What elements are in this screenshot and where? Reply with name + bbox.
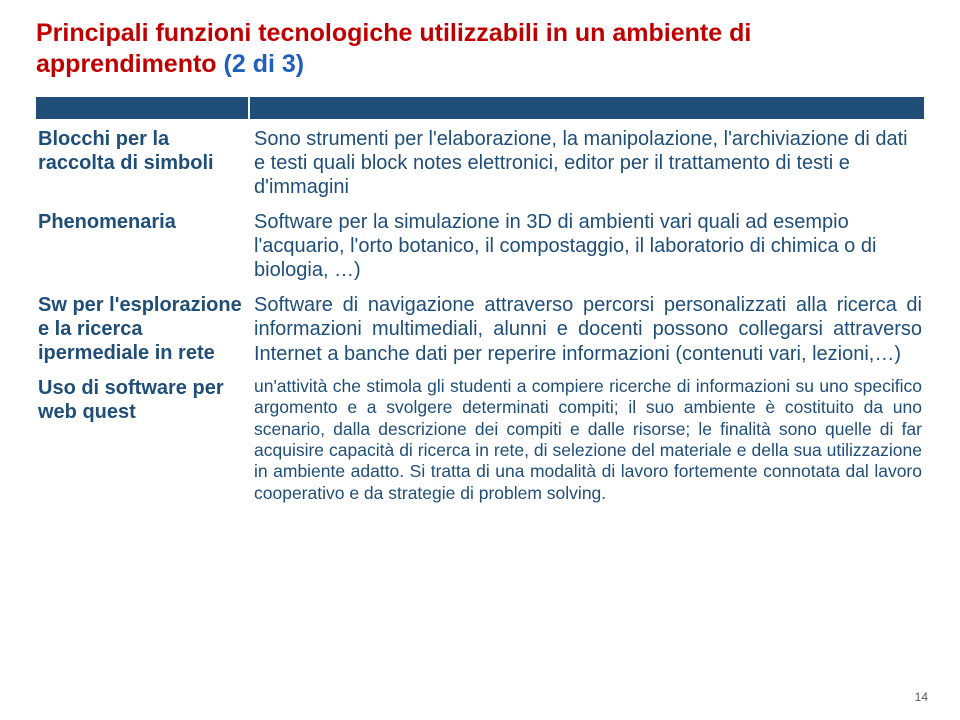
header-bar xyxy=(36,97,924,119)
table-row: PhenomenariaSoftware per la simulazione … xyxy=(38,206,922,287)
slide-title: Principali funzioni tecnologiche utilizz… xyxy=(36,18,924,81)
row-description: Software di navigazione attraverso perco… xyxy=(252,289,922,370)
title-red: Principali funzioni tecnologiche utilizz… xyxy=(36,19,751,78)
table-row: Uso di software per web questun'attività… xyxy=(38,372,922,508)
row-description: un'attività che stimola gli studenti a c… xyxy=(252,372,922,508)
row-description: Sono strumenti per l'elaborazione, la ma… xyxy=(252,123,922,204)
table-row: Blocchi per la raccolta di simboliSono s… xyxy=(38,123,922,204)
row-description: Software per la simulazione in 3D di amb… xyxy=(252,206,922,287)
page-number: 14 xyxy=(915,690,928,704)
row-label: Sw per l'esplorazione e la ricerca iperm… xyxy=(38,289,250,370)
table-row: Sw per l'esplorazione e la ricerca iperm… xyxy=(38,289,922,370)
title-blue: (2 di 3) xyxy=(224,50,305,78)
content-table: Blocchi per la raccolta di simboliSono s… xyxy=(36,121,924,511)
row-label: Blocchi per la raccolta di simboli xyxy=(38,123,250,204)
header-bar-col1 xyxy=(36,97,248,119)
row-label: Uso di software per web quest xyxy=(38,372,250,508)
row-label: Phenomenaria xyxy=(38,206,250,287)
header-bar-col2 xyxy=(250,97,924,119)
